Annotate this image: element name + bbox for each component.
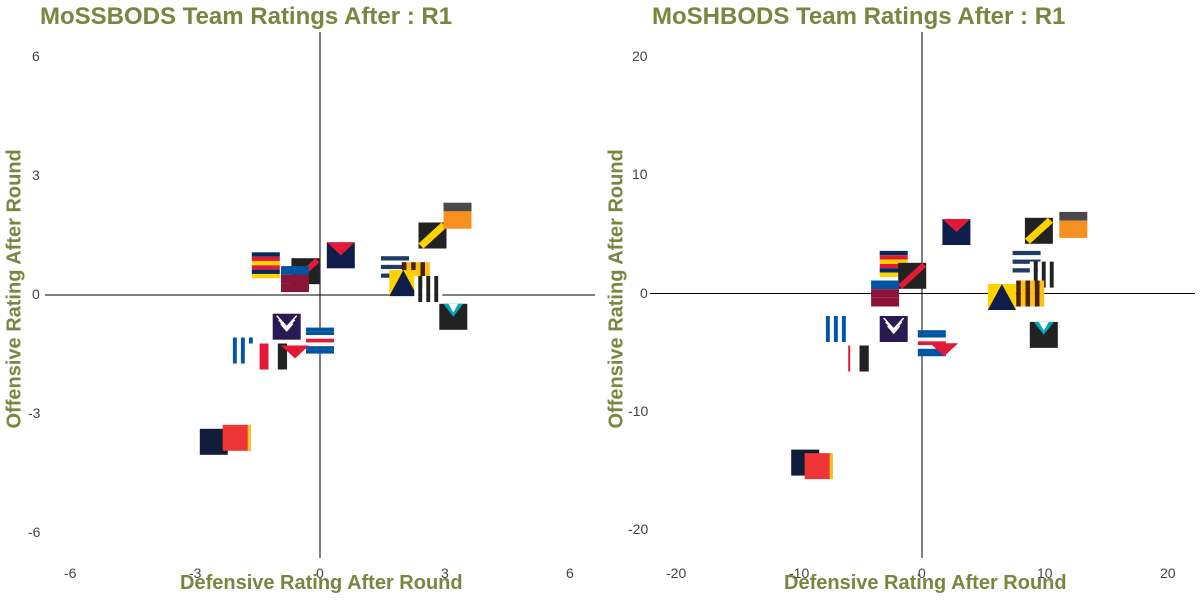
right-chart-title: MoSHBODS Team Ratings After : R1 xyxy=(652,3,1066,30)
team-flag-point-north-melbourne xyxy=(821,316,850,342)
team-flag-point-melbourne xyxy=(326,242,355,269)
y-tick-label: 10 xyxy=(632,166,648,183)
x-tick-label: 3 xyxy=(441,565,449,581)
y-tick-label: 6 xyxy=(32,48,40,64)
x-tick-label: 6 xyxy=(566,565,574,581)
right-chart-ylabel: Offensive Rating After Round xyxy=(605,149,628,429)
y-tick-label: 20 xyxy=(632,48,648,64)
team-flag-point-gold-coast-suns xyxy=(222,424,251,451)
left-chart-plot xyxy=(45,32,595,558)
x-tick-label: 0 xyxy=(316,565,324,581)
team-flag-point-essendon xyxy=(898,262,927,289)
x-tick-label: 0 xyxy=(918,565,926,581)
team-flag-point-gws xyxy=(443,202,472,229)
y-tick-label: 0 xyxy=(32,286,40,302)
team-flag-point-geelong xyxy=(1012,250,1041,277)
team-flag-point-western-bulldogs xyxy=(306,327,334,354)
y-tick-label: -20 xyxy=(628,521,649,537)
left-chart-panel: MoSSBODS Team Ratings After : R1 Defensi… xyxy=(3,3,595,594)
team-flag-point-adelaide xyxy=(251,252,280,279)
team-flag-point-gws xyxy=(1059,211,1088,238)
left-chart-ylabel: Offensive Rating After Round xyxy=(3,149,26,429)
right-chart-panel: MoSHBODS Team Ratings After : R1 Defensi… xyxy=(600,0,1200,600)
team-flag-point-brisbane xyxy=(871,280,900,307)
x-tick-label: -10 xyxy=(789,565,810,581)
team-flag-point-richmond xyxy=(418,222,447,249)
team-flag-point-fremantle xyxy=(879,316,908,342)
right-chart-xlabel: Defensive Rating After Round xyxy=(784,572,1067,594)
team-flag-point-collingwood xyxy=(1029,261,1058,288)
team-flag-point-gold-coast xyxy=(987,284,1016,310)
team-flag-point-melbourne xyxy=(942,219,971,245)
team-flag-point-fremantle xyxy=(272,313,301,340)
team-flag-point-richmond xyxy=(1024,217,1053,244)
y-tick-label: 3 xyxy=(32,167,40,183)
team-flag-point-west-coast xyxy=(281,345,309,359)
team-flag-point-brisbane xyxy=(281,266,309,293)
x-tick-label: 20 xyxy=(1160,565,1176,581)
team-flag-point-port-adelaide xyxy=(439,303,468,330)
left-chart-title: MoSSBODS Team Ratings After : R1 xyxy=(40,3,453,30)
x-tick-label: -20 xyxy=(666,565,687,581)
y-tick-label: -6 xyxy=(28,524,41,540)
team-flag-point-collingwood xyxy=(414,276,443,302)
team-flag-point-adelaide xyxy=(879,250,908,277)
team-flag-point-gold-coast-suns xyxy=(804,453,833,480)
y-tick-label: 0 xyxy=(640,284,648,301)
team-flag-point-gold-coast xyxy=(389,270,418,297)
team-flag-point-st-kilda xyxy=(850,345,879,372)
x-tick-label: -6 xyxy=(64,565,77,581)
team-flag-point-st-kilda xyxy=(268,343,297,370)
right-chart-plot xyxy=(650,32,1195,558)
x-tick-label: -3 xyxy=(189,565,202,581)
y-tick-label: -3 xyxy=(28,405,41,421)
team-flag-point-hawthorn xyxy=(1016,280,1045,307)
team-flag-point-west-coast xyxy=(930,343,959,357)
team-flag-point-port-adelaide xyxy=(1029,321,1058,348)
y-tick-label: -10 xyxy=(628,402,649,419)
x-tick-label: 10 xyxy=(1037,565,1053,581)
left-chart-xlabel: Defensive Rating After Round xyxy=(180,572,463,594)
